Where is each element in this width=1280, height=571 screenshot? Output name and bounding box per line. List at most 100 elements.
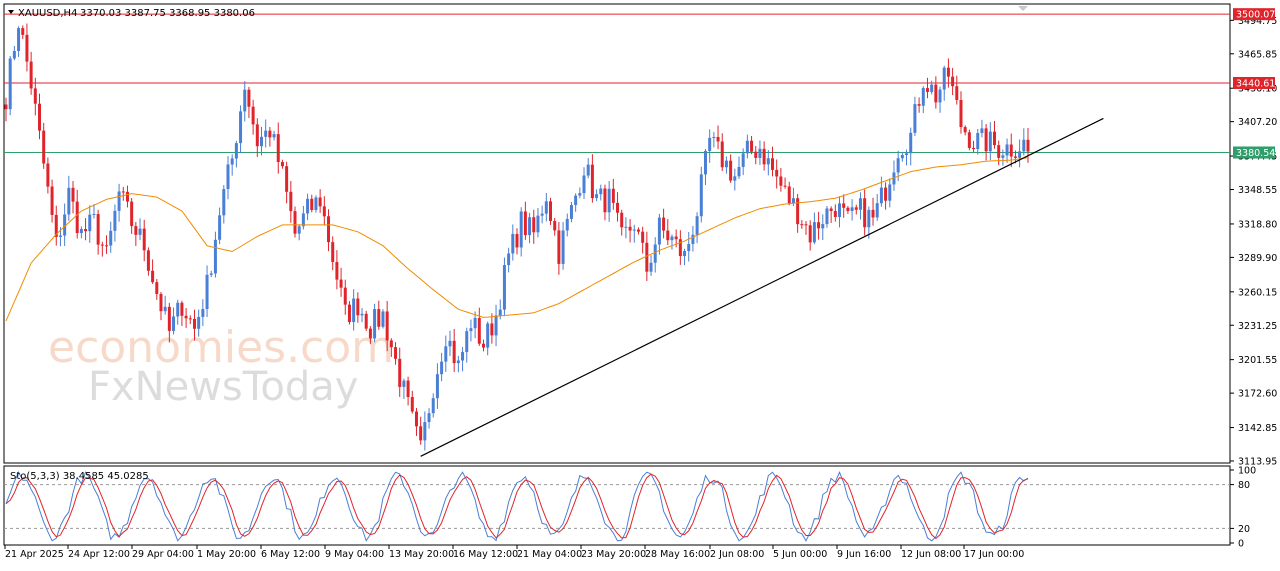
candle-body (917, 104, 921, 106)
candle-body (71, 187, 75, 202)
candle-body (934, 84, 938, 103)
candle-body (783, 185, 787, 187)
candle-body (314, 197, 318, 210)
candle-body (561, 230, 565, 264)
candle-body (884, 187, 888, 201)
candle-body (972, 147, 976, 150)
chart-ohlc: 3370.03 3387.75 3368.95 3380.06 (80, 8, 255, 19)
one-click-trading-icon[interactable] (1018, 6, 1028, 11)
candle-body (900, 155, 904, 159)
candle-body (84, 229, 88, 232)
candle-body (959, 99, 963, 128)
candle-body (750, 140, 754, 152)
candle-body (306, 198, 310, 214)
candle-body (389, 340, 393, 348)
candle-body (293, 211, 297, 234)
candle-body (163, 306, 167, 312)
candle-body (180, 302, 184, 316)
candle-body (347, 304, 351, 323)
x-tick-label: 2 Jun 08:00 (710, 549, 764, 560)
candle-body (1005, 144, 1009, 156)
candle-body (825, 208, 829, 225)
candle-body (385, 311, 389, 341)
y-tick-label: 3407.20 (1238, 117, 1277, 128)
x-axis-ticks: 21 Apr 2025 24 Apr 12:00 29 Apr 04:00 1 May… (4, 545, 1024, 560)
candle-body (243, 89, 247, 112)
x-tick-label: 9 Jun 16:00 (837, 549, 891, 560)
x-tick-label: 5 Jun 00:00 (773, 549, 827, 560)
y-tick-label: 3494.75 (1238, 16, 1277, 27)
x-tick-label: 13 May 20:00 (389, 549, 454, 560)
candle-body (335, 261, 339, 280)
candle-body (590, 164, 594, 199)
watermark-fxnewstoday: FxNewsToday (88, 364, 358, 410)
y-tick-label: 3348.55 (1238, 185, 1277, 196)
candle-body (444, 346, 448, 362)
candle-body (678, 239, 682, 257)
candle-body (322, 206, 326, 217)
candle-body (695, 216, 699, 235)
candle-body (285, 166, 289, 192)
candle-body (963, 127, 967, 133)
candle-body (603, 188, 607, 213)
candle-body (176, 302, 180, 317)
x-tick-label: 24 Apr 12:00 (68, 549, 130, 560)
stoch-y-tick-label: 80 (1238, 480, 1250, 491)
candle-body (419, 426, 423, 441)
candle-body (364, 313, 368, 329)
resistance-price-badge (1233, 8, 1275, 21)
candle-body (724, 160, 728, 168)
stoch-y-tick-label: 100 (1238, 466, 1256, 477)
candle-body (142, 228, 146, 251)
candle-body (716, 137, 720, 142)
candle-body (683, 251, 687, 257)
candle-body (109, 230, 113, 246)
candle-body (838, 203, 842, 217)
candle-body (50, 186, 54, 215)
candle-body (67, 187, 71, 215)
candle-body (381, 311, 385, 327)
candle-body (611, 188, 615, 203)
candle-body (833, 211, 837, 217)
x-tick-label: 21 May 04:00 (517, 549, 582, 560)
candle-body (469, 328, 473, 332)
x-tick-label: 28 May 16:00 (645, 549, 710, 560)
candle-body (800, 224, 804, 226)
candle-body (167, 306, 171, 331)
candle-body (431, 398, 435, 414)
candle-body (708, 137, 712, 151)
candle-body (863, 198, 867, 228)
candle-body (620, 212, 624, 228)
x-tick-label: 6 May 12:00 (261, 549, 320, 560)
candle-body (984, 128, 988, 152)
candle-body (88, 214, 92, 232)
y-tick-label: 3318.80 (1238, 219, 1277, 230)
candle-body (1026, 139, 1030, 152)
candle-body (377, 309, 381, 327)
candle-body (410, 397, 414, 412)
candle-body (184, 315, 188, 319)
candle-body (909, 132, 913, 154)
current-price-badge (1233, 146, 1275, 159)
dropdown-triangle-icon[interactable] (8, 10, 14, 14)
candle-body (980, 128, 984, 134)
candle-body (733, 176, 737, 181)
candle-body (951, 76, 955, 87)
candle-body (867, 209, 871, 228)
x-tick-label: 16 May 12:00 (453, 549, 518, 560)
candle-body (79, 229, 83, 234)
candle-body (105, 245, 109, 247)
candle-body (205, 274, 209, 310)
candle-body (674, 236, 678, 240)
candle-body (297, 226, 301, 234)
candle-body (188, 318, 192, 320)
candle-body (519, 211, 523, 248)
candle-body (260, 136, 263, 147)
candle-body (515, 233, 519, 248)
candles (4, 23, 1030, 451)
candle-body (25, 34, 29, 62)
candle-body (846, 207, 850, 212)
candle-body (699, 174, 703, 217)
